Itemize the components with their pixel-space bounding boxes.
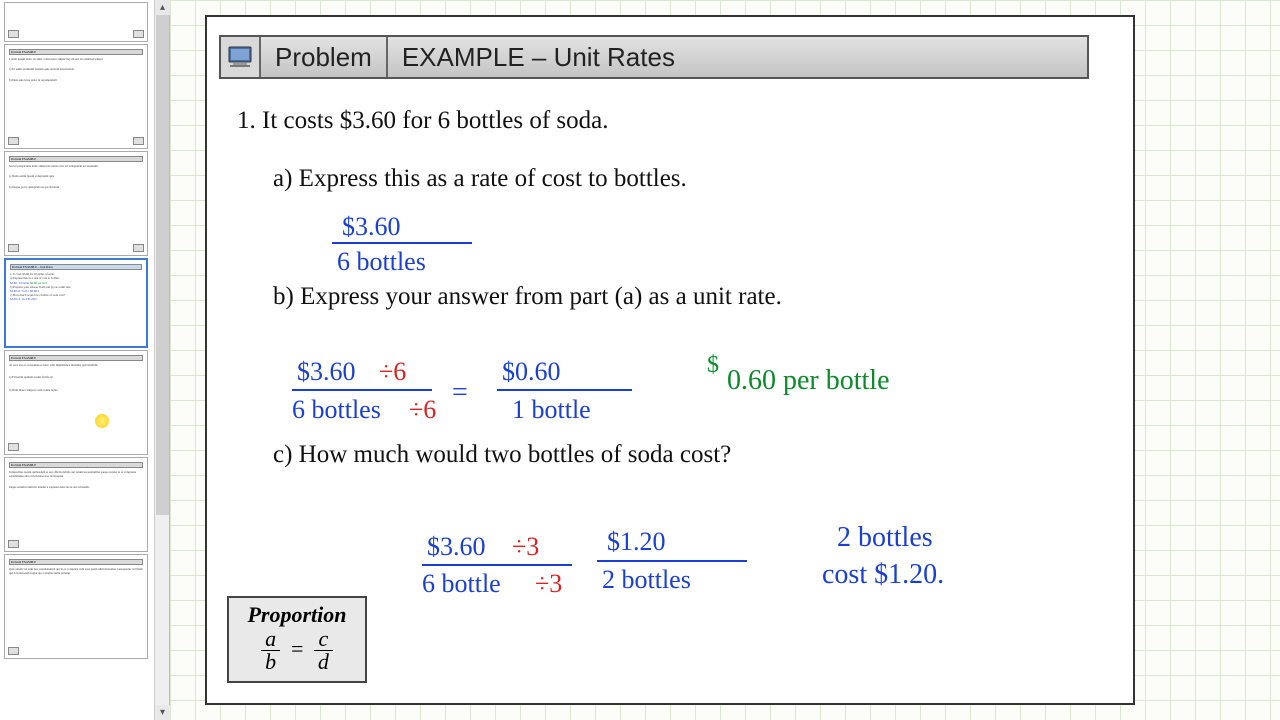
work-c-num1: $3.60: [427, 532, 486, 562]
work-c-num2: $1.20: [607, 527, 666, 557]
work-b-ans-sym: $: [707, 352, 719, 379]
slide-content: 1. It costs $3.60 for 6 bottles of soda.…: [237, 107, 1113, 479]
work-c-div1d: ÷3: [535, 569, 562, 599]
slide-thumb-5[interactable]: Problem EXAMPLE Temporibus autem quibusd…: [4, 457, 148, 552]
work-b-line2: [497, 389, 632, 391]
work-b-den2: 1 bottle: [512, 395, 591, 425]
cursor-highlight-icon: [95, 414, 109, 428]
slide-thumb-1[interactable]: Problem EXAMPLE Lorem ipsum dolor sit am…: [4, 44, 148, 149]
work-c-ans1: 2 bottles: [837, 522, 933, 554]
work-b-den1: 6 bottles: [292, 395, 381, 425]
question-b: b) Express your answer from part (a) as …: [273, 283, 1113, 311]
work-c-den1: 6 bottle: [422, 569, 501, 599]
slide-thumb-4[interactable]: Problem EXAMPLE At vero eos et accusamus…: [4, 350, 148, 455]
title-desc: EXAMPLE – Unit Rates: [388, 42, 689, 73]
title-label: Problem: [261, 37, 388, 77]
proportion-box: Proportion ab = cd: [227, 596, 367, 683]
main-slide: Problem EXAMPLE – Unit Rates 1. It costs…: [205, 15, 1135, 705]
question-main: 1. It costs $3.60 for 6 bottles of soda.: [237, 107, 1113, 135]
work-b-ans: 0.60 per bottle: [727, 365, 890, 397]
work-a-denominator: 6 bottles: [337, 247, 426, 277]
proportion-equation: ab = cd: [229, 628, 365, 673]
computer-icon: [221, 37, 261, 77]
work-b-eq: =: [452, 377, 468, 409]
slide-thumb-0[interactable]: [4, 2, 148, 42]
work-a-numerator: $3.60: [342, 212, 401, 242]
scroll-down-icon[interactable]: ▾: [155, 705, 170, 720]
slide-thumb-3[interactable]: Problem EXAMPLE – Unit Rates 1. It costs…: [4, 258, 148, 348]
thumbnail-scrollbar[interactable]: ▴ ▾: [154, 0, 169, 720]
work-b-div1d: ÷6: [409, 395, 436, 425]
work-c-ans2: cost $1.20.: [822, 559, 944, 591]
question-c: c) How much would two bottles of soda co…: [273, 441, 1113, 469]
work-c-line1: [422, 564, 572, 566]
work-c-div1: ÷3: [512, 532, 539, 562]
scroll-thumb[interactable]: [156, 15, 169, 515]
work-c-den2: 2 bottles: [602, 565, 691, 595]
question-a: a) Express this as a rate of cost to bot…: [273, 165, 1113, 193]
proportion-title: Proportion: [229, 602, 365, 628]
work-c-line2: [597, 560, 747, 562]
work-b-line1: [292, 389, 432, 391]
slide-thumb-6[interactable]: Problem EXAMPLE Quis autem vel eum iure …: [4, 554, 148, 659]
slide-thumb-2[interactable]: Problem EXAMPLE Sed ut perspiciatis unde…: [4, 151, 148, 256]
work-b-num2: $0.60: [502, 357, 561, 387]
title-bar: Problem EXAMPLE – Unit Rates: [219, 35, 1089, 79]
scroll-up-icon[interactable]: ▴: [155, 0, 170, 15]
work-b-num1: $3.60: [297, 357, 356, 387]
work-b-div1: ÷6: [379, 357, 406, 387]
thumbnail-panel: Problem EXAMPLE Lorem ipsum dolor sit am…: [0, 0, 170, 720]
work-a-fracline: [332, 242, 472, 244]
